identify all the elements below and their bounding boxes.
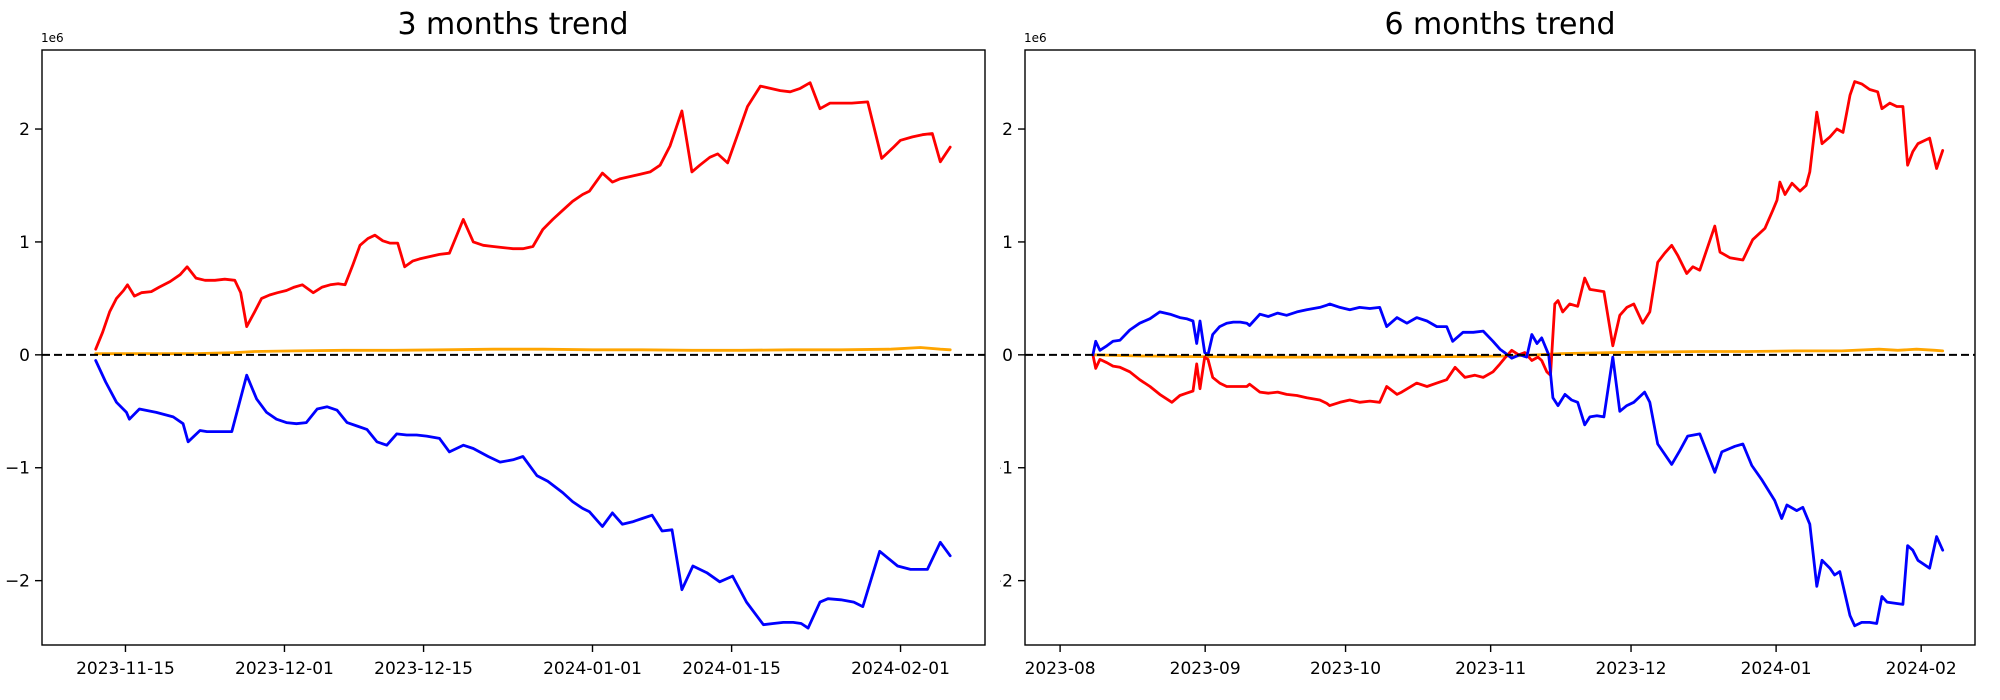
- y-tick-label: −2: [5, 572, 30, 592]
- y-tick-label: 1: [1002, 233, 1013, 253]
- y-tick-label: 0: [1002, 346, 1013, 366]
- x-tick-label: 2023-09: [1170, 659, 1241, 679]
- y-tick-label: 1: [19, 233, 30, 253]
- blue-line: [1091, 302, 1945, 628]
- orange-line: [1091, 347, 1945, 359]
- y-tick-label: −2: [1000, 572, 1013, 592]
- plot-area: 2023-08 2023-09 2023-10 2023-11 2023-12 2024-…: [1000, 49, 1976, 679]
- x-tick-label: 2023-11: [1455, 659, 1526, 679]
- x-tick-label: 2024-01-15: [682, 659, 781, 679]
- x-tick-label: 2023-11-15: [76, 659, 175, 679]
- orange-line: [94, 346, 952, 356]
- y-tick-label: 2: [19, 120, 30, 140]
- y-tick-label: −1: [1000, 459, 1013, 479]
- x-tick-label: 2024-02-01: [851, 659, 950, 679]
- chart-title: 6 months trend: [1384, 7, 1615, 42]
- y-axis-offset-label: 1e6: [1024, 31, 1047, 45]
- axes-box: [1024, 49, 1976, 646]
- x-tick-label: 2023-08: [1025, 659, 1096, 679]
- y-tick-label: 2: [1002, 120, 1013, 140]
- x-tick-label: 2023-10: [1310, 659, 1381, 679]
- y-tick-label: 0: [19, 346, 30, 366]
- x-tick-label: 2023-12: [1596, 659, 1667, 679]
- red-line: [94, 81, 952, 351]
- y-axis-offset-label: 1e6: [41, 31, 64, 45]
- x-tick-label: 2024-01: [1741, 659, 1812, 679]
- chart-6-months-trend: 6 months trend 1e6 2023-08 2023-09 2023-10…: [1000, 7, 1976, 679]
- x-tick-label: 2024-01-01: [543, 659, 642, 679]
- axes-box: [41, 49, 986, 646]
- chart-title: 3 months trend: [397, 7, 628, 42]
- x-tick-label: 2024-02: [1886, 659, 1957, 679]
- x-tick-label: 2023-12-15: [374, 659, 473, 679]
- y-tick-label: −1: [5, 459, 30, 479]
- chart-3-months-trend: 3 months trend 1e6 2023-11-15 2023-12-01 2…: [5, 7, 986, 679]
- x-tick-label: 2023-12-01: [235, 659, 334, 679]
- red-line: [1091, 80, 1945, 408]
- blue-line: [94, 359, 952, 630]
- plot-area: 2023-11-15 2023-12-01 2023-12-15 2024-01-01…: [5, 49, 986, 679]
